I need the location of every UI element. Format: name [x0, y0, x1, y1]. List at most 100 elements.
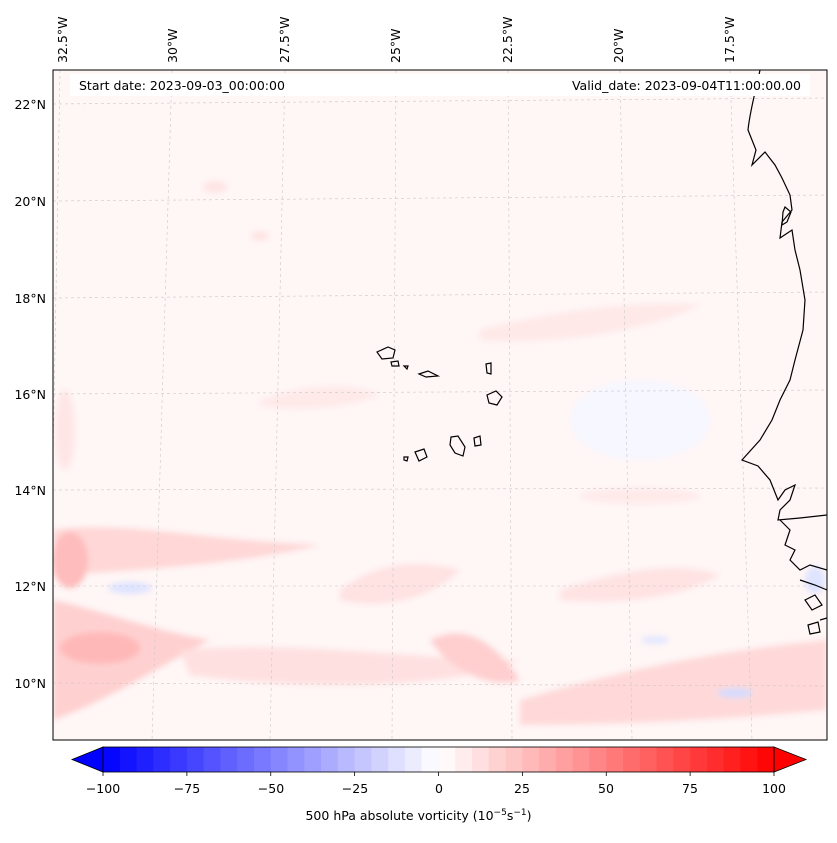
colorbar-extend-low [70, 746, 104, 773]
gridlines [53, 70, 827, 740]
vorticity-streak-1 [340, 564, 460, 604]
lat-label-22n: 22°N [14, 97, 46, 112]
colorbar-segment [253, 747, 272, 772]
colorbar-label-suffix: ) [526, 808, 532, 824]
vorticity-band-se [520, 640, 827, 725]
colorbar-label-exponent: −1 [513, 808, 527, 818]
west-africa-coastline [740, 70, 827, 635]
colorbar-segment [153, 747, 171, 772]
colorbar-segment [354, 747, 372, 772]
lon-label-30w: 30°W [165, 28, 180, 63]
colorbar-extend-high [773, 746, 808, 773]
island-sao-nicolau [417, 370, 441, 378]
island-maio [473, 435, 482, 447]
colorbar-segment [438, 747, 456, 772]
colorbar-segment [186, 747, 205, 772]
vorticity-band-c [260, 386, 380, 409]
colorbar-tick: 25 [514, 781, 530, 796]
colorbar-tick: −25 [341, 781, 369, 796]
colorbar-segment [237, 747, 255, 772]
island-sal [485, 362, 492, 375]
plot-frame [52, 69, 828, 741]
colorbar-label-exponent: −5 [493, 808, 507, 818]
colorbar-segment [639, 747, 658, 772]
vorticity-band-sw-2 [53, 600, 210, 720]
colorbar-segment [321, 747, 339, 772]
colorbar-segment [170, 747, 188, 772]
island-santa-luzia [402, 365, 409, 371]
colorbar-segment [623, 747, 641, 772]
vorticity-max-sw [60, 632, 140, 664]
lat-label-18n: 18°N [14, 291, 46, 306]
island-fogo [414, 448, 428, 462]
valid-date-label: Valid_date: 2023-09-04T11:00:00.00 [571, 78, 801, 93]
vorticity-spot-n [203, 181, 227, 193]
lat-label-10n: 10°N [14, 676, 46, 691]
colorbar-segment [287, 747, 305, 772]
colorbar-segment [103, 747, 121, 772]
vorticity-band-sw [53, 527, 320, 575]
colorbar-label-prefix: 500 hPa absolute vorticity (10 [305, 808, 494, 824]
vorticity-spot-e [580, 488, 700, 504]
colorbar-segment [119, 747, 138, 772]
colorbar-segment [136, 747, 154, 772]
colorbar-tick: 0 [435, 781, 443, 796]
colorbar-segment [673, 747, 691, 772]
cape-verde-islands [376, 346, 503, 462]
vorticity-spot-w [55, 390, 75, 470]
lon-label-32-5w: 32.5°W [55, 16, 70, 63]
colorbar-tick: 100 [762, 781, 786, 796]
lon-label-22-5w: 22.5°W [500, 16, 515, 63]
colorbar-segment [337, 747, 356, 772]
lat-label-16n: 16°N [14, 387, 46, 402]
negative-vorticity-east [570, 380, 710, 460]
colorbar-segment [656, 747, 674, 772]
negative-vorticity-sw [108, 582, 152, 594]
colorbar-tick: −75 [173, 781, 201, 796]
lon-label-17-5w: 17.5°W [722, 16, 737, 63]
vorticity-field [53, 181, 827, 725]
island-brava [403, 456, 409, 462]
vorticity-max-w [53, 532, 88, 588]
colorbar-segment [404, 747, 423, 772]
colorbar-segment [723, 747, 742, 772]
colorbar [70, 746, 808, 776]
lon-label-27-5w: 27.5°W [277, 16, 292, 63]
negative-vorticity-s [641, 636, 669, 644]
colorbar-segment [388, 747, 406, 772]
colorbar-tick: −100 [85, 781, 121, 796]
vorticity-spot-n2 [251, 231, 269, 241]
colorbar-segment [555, 747, 574, 772]
header-background [70, 74, 810, 96]
lon-label-25w: 25°W [388, 28, 403, 63]
colorbar-segment [522, 747, 540, 772]
colorbar-label-unit: s [506, 808, 514, 824]
colorbar-segment [757, 747, 775, 772]
colorbar-segment [421, 747, 440, 772]
colorbar-segment [304, 747, 322, 772]
colorbar-segment [220, 747, 238, 772]
colorbar-label: 500 hPa absolute vorticity (10−5s−1) [0, 808, 837, 823]
colorbar-segment [706, 747, 725, 772]
colorbar-tick: 75 [682, 781, 698, 796]
vorticity-streak-3 [560, 567, 720, 602]
vorticity-band-s [180, 647, 520, 685]
lat-label-20n: 20°N [14, 194, 46, 209]
colorbar-segment [270, 747, 289, 772]
colorbar-segment [371, 747, 389, 772]
island-boa-vista [486, 390, 503, 406]
colorbar-segment [455, 747, 473, 772]
colorbar-tick: −50 [257, 781, 285, 796]
lon-label-20w: 20°W [611, 28, 626, 63]
colorbar-tick: 50 [598, 781, 614, 796]
colorbar-segment [740, 747, 758, 772]
colorbar-segment [203, 747, 222, 772]
colorbar-segment [690, 747, 708, 772]
island-santo-antao [376, 346, 396, 360]
colorbar-segment [539, 747, 557, 772]
negative-vorticity-coast [805, 566, 825, 594]
lat-label-12n: 12°N [14, 579, 46, 594]
colorbar-segment [488, 747, 507, 772]
colorbar-segment [606, 747, 624, 772]
